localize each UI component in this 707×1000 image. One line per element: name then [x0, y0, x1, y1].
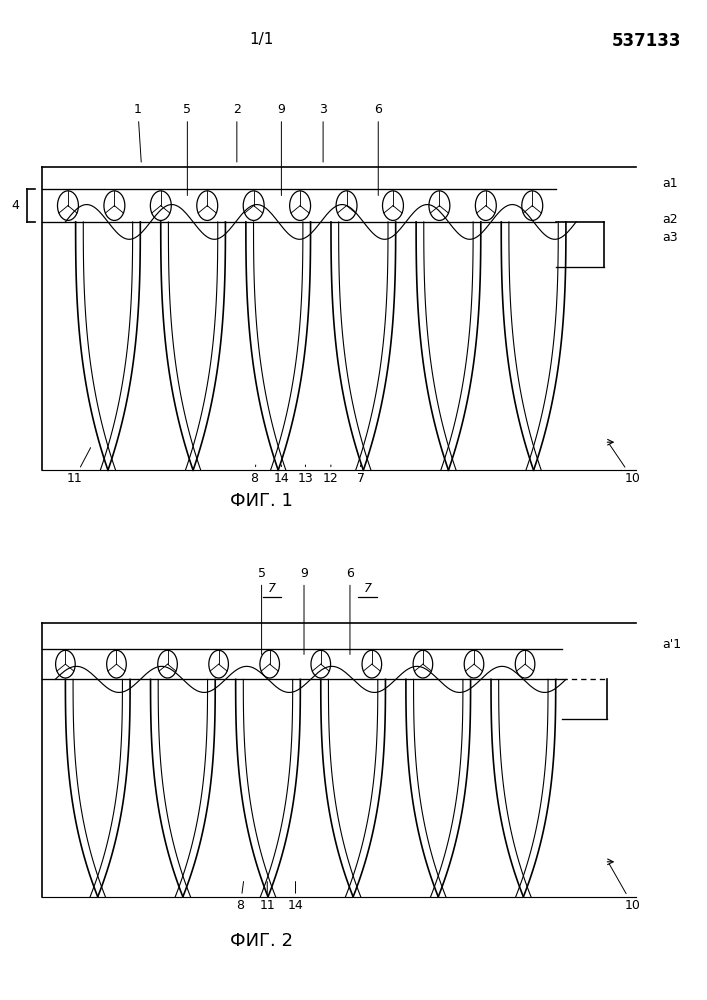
Text: a2: a2	[662, 213, 678, 226]
Text: 2: 2	[233, 103, 241, 162]
Text: 1: 1	[134, 103, 142, 162]
Text: 5: 5	[183, 103, 192, 195]
Text: a'1: a'1	[662, 638, 682, 651]
Text: 11: 11	[66, 448, 90, 485]
Text: 10: 10	[609, 444, 641, 485]
Text: 13: 13	[298, 465, 313, 485]
Text: 3: 3	[319, 103, 327, 162]
Text: ФИГ. 1: ФИГ. 1	[230, 492, 293, 510]
Text: ФИГ. 2: ФИГ. 2	[230, 932, 293, 950]
Text: 8: 8	[236, 882, 245, 912]
Text: 537133: 537133	[612, 32, 681, 50]
Text: 11: 11	[259, 882, 275, 912]
Text: 6: 6	[374, 103, 382, 195]
Text: a3: a3	[662, 231, 678, 244]
Text: 14: 14	[288, 882, 303, 912]
Text: 9: 9	[300, 567, 308, 654]
Text: 12: 12	[323, 465, 339, 485]
Text: 7: 7	[363, 582, 372, 595]
Text: 14: 14	[274, 465, 289, 485]
Text: 6: 6	[346, 567, 354, 654]
Text: 8: 8	[250, 465, 259, 485]
Text: 1/1: 1/1	[250, 32, 274, 47]
Text: 7: 7	[356, 465, 365, 485]
Text: 9: 9	[277, 103, 286, 195]
Text: 10: 10	[609, 864, 641, 912]
Text: a1: a1	[662, 177, 678, 190]
Text: 4: 4	[11, 199, 20, 212]
Text: 5: 5	[257, 567, 266, 654]
Text: 7: 7	[268, 582, 276, 595]
